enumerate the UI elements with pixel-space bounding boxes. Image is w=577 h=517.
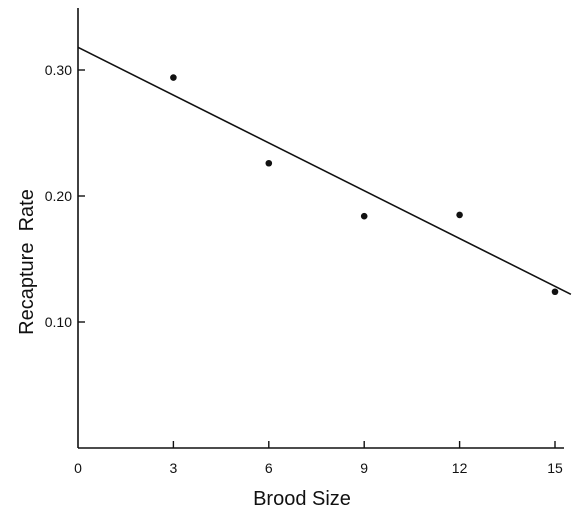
- x-tick-label: 12: [452, 460, 468, 476]
- x-tick-label: 6: [265, 460, 273, 476]
- regression-line: [77, 46, 572, 295]
- y-tick-label: 0.20: [45, 188, 72, 204]
- x-ticks: 0 3 6 9 12 15: [74, 441, 563, 476]
- y-axis-title: Recapture Rate: [16, 189, 38, 335]
- x-axis-title: Brood Size: [253, 488, 351, 510]
- y-tick-label: 0.10: [45, 314, 72, 330]
- axes: [77, 8, 564, 449]
- x-tick-label: 15: [547, 460, 563, 476]
- x-tick-label: 3: [170, 460, 178, 476]
- data-point: [360, 212, 368, 220]
- data-point: [170, 74, 177, 81]
- data-point: [551, 288, 559, 296]
- y-ticks: 0.10 0.20 0.30: [45, 62, 85, 330]
- y-tick-label: 0.30: [45, 62, 72, 78]
- x-tick-label: 0: [74, 460, 82, 476]
- data-point: [456, 211, 463, 219]
- data-points: [170, 74, 559, 296]
- data-point: [265, 159, 273, 167]
- x-tick-label: 9: [360, 460, 368, 476]
